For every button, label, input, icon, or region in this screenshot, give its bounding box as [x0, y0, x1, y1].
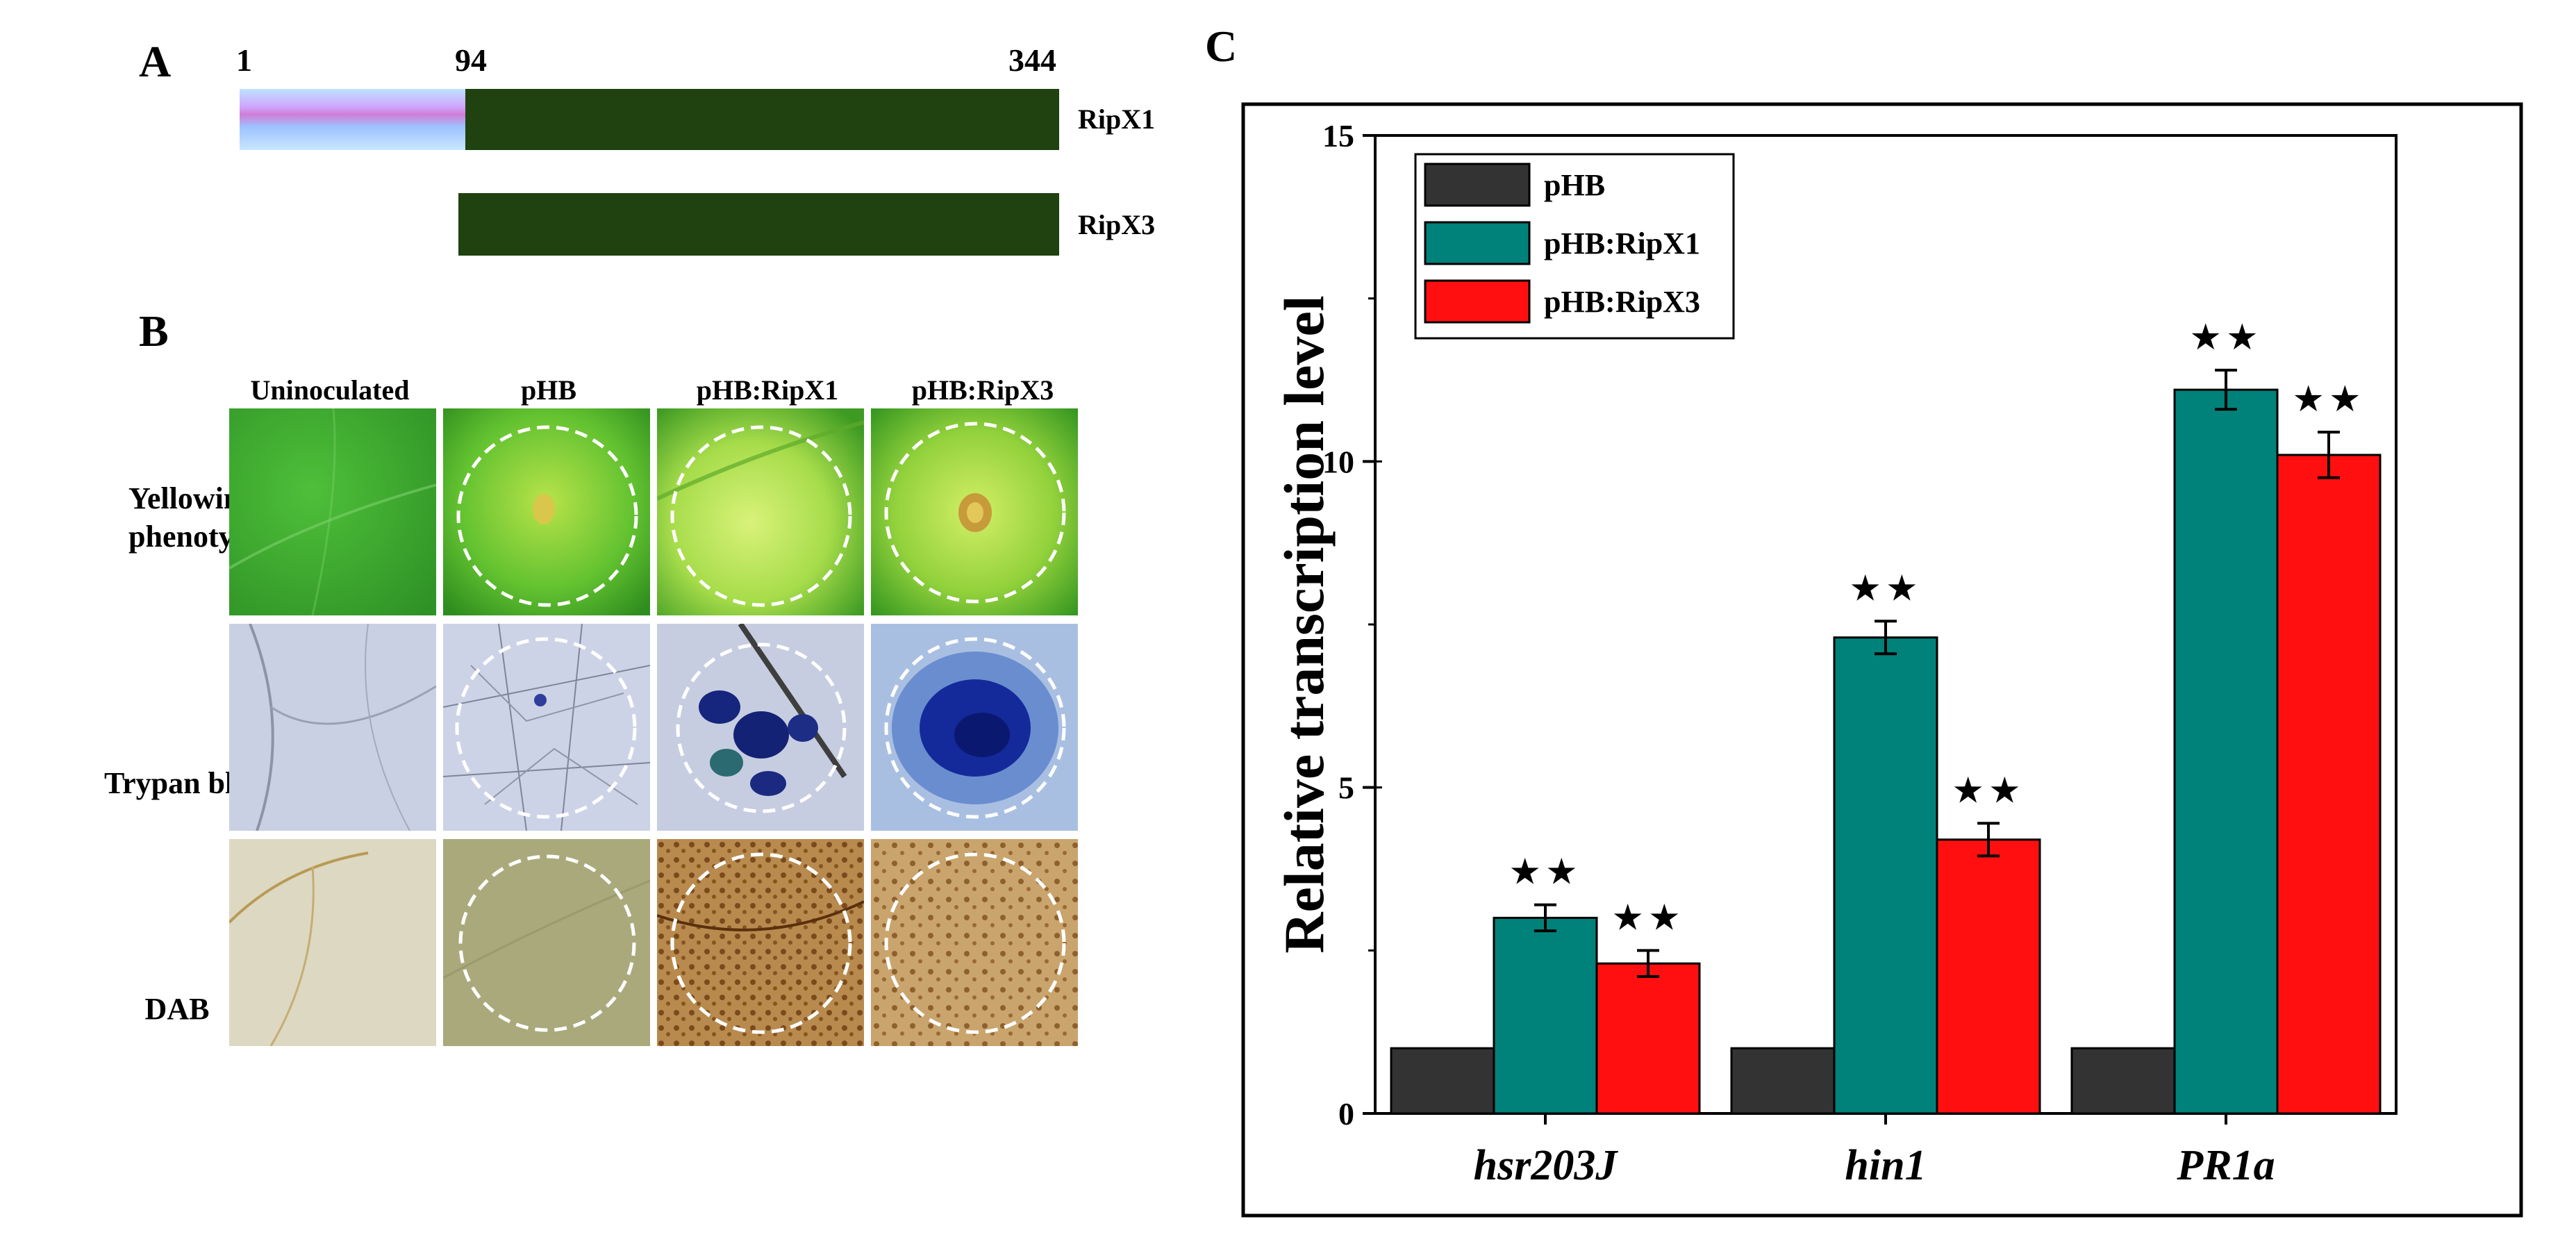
leaf-image-yellowing-ripx3	[871, 408, 1078, 615]
ripx1-bar	[465, 89, 1059, 150]
leaf-image-trypan-phb	[443, 624, 650, 831]
significance-mark: ★★	[1952, 770, 2025, 811]
chart-frame	[1241, 102, 2523, 1218]
ripx1-label: RipX1	[1078, 103, 1156, 135]
leaf-image-trypan-uninoculated	[229, 624, 436, 831]
position-344-label: 344	[1008, 42, 1056, 78]
bar-phb-hsr203j	[1390, 1047, 1495, 1115]
leaf-image-yellowing-uninoculated	[229, 408, 436, 615]
leaf-image-dab-uninoculated	[229, 839, 436, 1046]
x-tick-label: hin1	[1845, 1142, 1926, 1189]
row-header-dab: DAB	[144, 992, 210, 1026]
legend-label: pHB	[1544, 168, 1605, 202]
significance-mark: ★★	[1611, 897, 1684, 938]
x-tick-label: PR1a	[2176, 1142, 2275, 1189]
bar-phb-pr1a	[2070, 1047, 2176, 1115]
leaf-image-dab-ripx3	[871, 839, 1078, 1046]
panel-b-letter: B	[139, 306, 169, 356]
ripx3-label: RipX3	[1078, 209, 1156, 240]
significance-mark: ★★	[2292, 379, 2365, 420]
position-start-label: 1	[236, 42, 252, 78]
col-header-uninoculated: Uninoculated	[250, 374, 410, 406]
bar-phb-ripx3-hin1	[1936, 838, 2041, 1115]
leaf-image-trypan-ripx1	[657, 624, 864, 831]
y-tick-label: 5	[1338, 770, 1354, 806]
leaf-image-trypan-ripx3	[871, 624, 1078, 831]
y-tick-label: 10	[1322, 444, 1354, 479]
leaf-image-yellowing-ripx1	[657, 408, 864, 615]
leaf-image-yellowing-phb	[443, 408, 650, 615]
y-tick-label: 15	[1322, 118, 1354, 154]
significance-mark: ★★	[1509, 852, 1581, 893]
legend-swatch	[1424, 221, 1531, 265]
legend-label: pHB:RipX1	[1544, 226, 1700, 260]
leaf-image-dab-ripx1	[657, 839, 864, 1046]
y-tick-label: 0	[1338, 1096, 1354, 1132]
col-header-phb: pHB	[520, 374, 577, 406]
significance-mark: ★★	[2189, 317, 2262, 358]
y-axis-label: Relative transcription level	[1272, 295, 1336, 953]
col-header-phb-ripx1: pHB:RipX1	[696, 374, 839, 406]
signal-peptide-domain	[240, 89, 465, 150]
x-tick-label: hsr203J	[1474, 1142, 1619, 1189]
legend-label: pHB:RipX3	[1544, 285, 1700, 319]
bar-phb-ripx3-hsr203j	[1595, 962, 1701, 1115]
significance-mark: ★★	[1849, 567, 1922, 609]
leaf-image-dab-phb	[443, 839, 650, 1046]
bar-phb-ripx1-hin1	[1833, 636, 1938, 1115]
panel-a-letter: A	[139, 37, 172, 86]
legend-swatch	[1424, 279, 1531, 324]
bar-phb-hin1	[1730, 1047, 1836, 1115]
col-header-phb-ripx3: pHB:RipX3	[911, 374, 1054, 406]
legend-swatch	[1424, 163, 1531, 207]
bar-phb-ripx1-pr1a	[2173, 388, 2279, 1115]
position-94-label: 94	[455, 42, 487, 78]
panel-c-letter: C	[1205, 22, 1238, 71]
ripx3-bar	[458, 193, 1059, 256]
bar-phb-ripx1-hsr203j	[1493, 916, 1598, 1115]
bar-phb-ripx3-pr1a	[2276, 454, 2382, 1115]
